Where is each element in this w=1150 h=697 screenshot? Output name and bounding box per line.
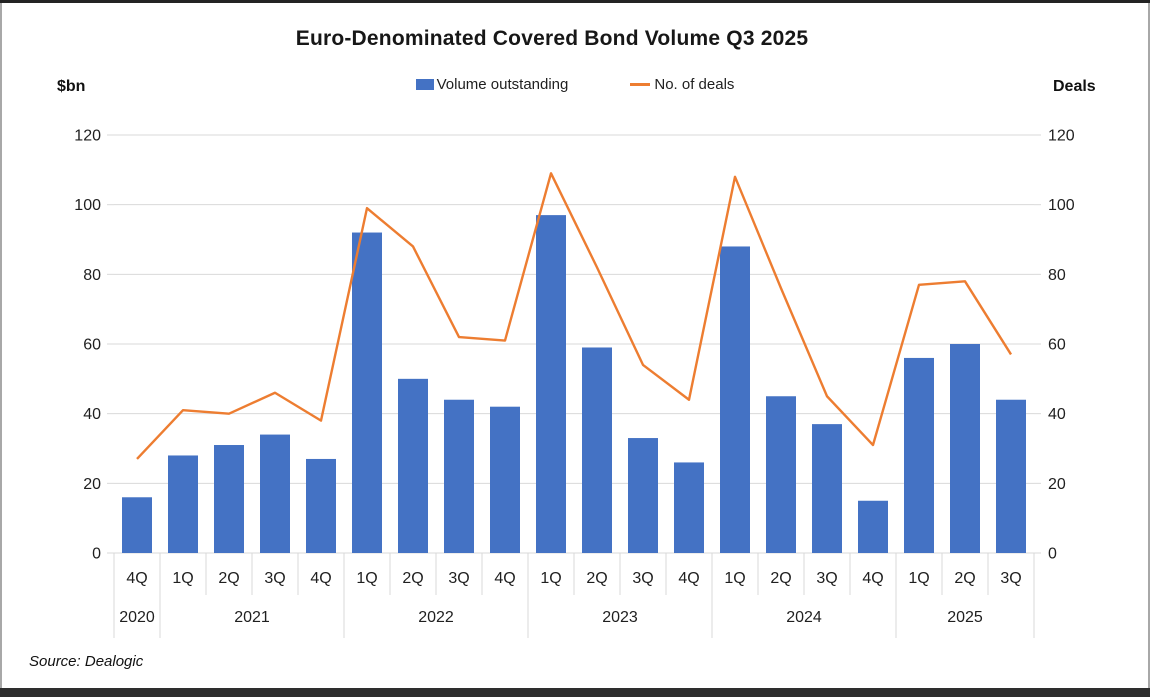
left-axis-tick-label: 80 bbox=[83, 267, 101, 284]
quarter-label: 4Q bbox=[862, 570, 883, 587]
year-label: 2020 bbox=[119, 609, 155, 626]
bottom-border-strip bbox=[0, 688, 1150, 697]
quarter-label: 3Q bbox=[816, 570, 837, 587]
legend-deals-swatch bbox=[630, 83, 651, 86]
quarter-label: 2Q bbox=[770, 570, 791, 587]
volume-bar bbox=[996, 399, 1026, 553]
quarter-label: 4Q bbox=[678, 570, 699, 587]
right-axis-tick-label: 20 bbox=[1048, 476, 1066, 493]
volume-bar bbox=[260, 434, 290, 553]
volume-bar bbox=[444, 399, 474, 553]
legend-deals-label: No. of deals bbox=[654, 76, 735, 93]
volume-bar bbox=[536, 215, 566, 553]
left-axis-tick-label: 60 bbox=[83, 337, 101, 354]
left-axis-tick-label: 20 bbox=[83, 476, 101, 493]
legend-volume-label: Volume outstanding bbox=[436, 76, 569, 93]
left-axis-title: $bn bbox=[57, 78, 86, 95]
quarter-label: 3Q bbox=[632, 570, 653, 587]
quarter-label: 1Q bbox=[908, 570, 929, 587]
volume-bar bbox=[306, 458, 336, 553]
right-axis-tick-label: 40 bbox=[1048, 406, 1066, 423]
year-label: 2024 bbox=[786, 609, 822, 626]
quarter-label: 4Q bbox=[126, 570, 147, 587]
volume-bar bbox=[674, 462, 704, 553]
volume-bar bbox=[628, 438, 658, 553]
year-label: 2023 bbox=[602, 609, 638, 626]
quarter-label: 4Q bbox=[310, 570, 331, 587]
right-axis-tick-label: 0 bbox=[1048, 546, 1057, 563]
quarter-label: 2Q bbox=[218, 570, 239, 587]
quarter-label: 2Q bbox=[586, 570, 607, 587]
right-axis-tick-label: 100 bbox=[1048, 197, 1075, 214]
quarter-label: 3Q bbox=[1000, 570, 1021, 587]
left-axis-tick-label: 40 bbox=[83, 406, 101, 423]
volume-bar bbox=[858, 500, 888, 553]
year-label: 2021 bbox=[234, 609, 270, 626]
quarter-label: 1Q bbox=[724, 570, 745, 587]
left-axis-tick-label: 100 bbox=[74, 197, 101, 214]
right-axis-tick-label: 120 bbox=[1048, 128, 1075, 145]
quarter-label: 4Q bbox=[494, 570, 515, 587]
volume-bar bbox=[490, 406, 520, 553]
legend: Volume outstanding No. of deals bbox=[0, 76, 1150, 93]
volume-bar bbox=[812, 424, 842, 553]
legend-item-volume: Volume outstanding bbox=[415, 76, 569, 93]
quarter-label: 1Q bbox=[356, 570, 377, 587]
quarter-label: 2Q bbox=[954, 570, 975, 587]
left-axis-tick-label: 0 bbox=[92, 546, 101, 563]
left-axis-tick-label: 120 bbox=[74, 128, 101, 145]
quarter-label: 3Q bbox=[264, 570, 285, 587]
quarter-label: 1Q bbox=[172, 570, 193, 587]
quarter-label: 3Q bbox=[448, 570, 469, 587]
volume-bar bbox=[766, 396, 796, 553]
right-border bbox=[1148, 0, 1150, 697]
quarter-label: 1Q bbox=[540, 570, 561, 587]
left-border bbox=[0, 0, 2, 697]
volume-bar bbox=[214, 445, 244, 553]
deals-line bbox=[136, 172, 1013, 460]
volume-bar bbox=[950, 344, 980, 553]
top-border-strip bbox=[0, 0, 1150, 3]
volume-bar bbox=[582, 347, 612, 553]
chart-title: Euro-Denominated Covered Bond Volume Q3 … bbox=[295, 27, 809, 50]
volume-bar bbox=[720, 246, 750, 553]
right-axis-tick-label: 60 bbox=[1048, 337, 1066, 354]
volume-bar bbox=[122, 497, 152, 553]
source-note: Source: Dealogic bbox=[29, 653, 144, 670]
quarter-label: 2Q bbox=[402, 570, 423, 587]
year-label: 2022 bbox=[418, 609, 454, 626]
right-axis-title: Deals bbox=[1053, 78, 1096, 95]
legend-volume-swatch bbox=[415, 79, 434, 90]
volume-bar bbox=[904, 357, 934, 553]
volume-bar bbox=[398, 378, 428, 553]
right-axis-tick-label: 80 bbox=[1048, 267, 1066, 284]
year-label: 2025 bbox=[947, 609, 983, 626]
legend-item-deals: No. of deals bbox=[630, 76, 734, 93]
volume-bar bbox=[352, 232, 382, 554]
volume-bar bbox=[168, 455, 198, 553]
